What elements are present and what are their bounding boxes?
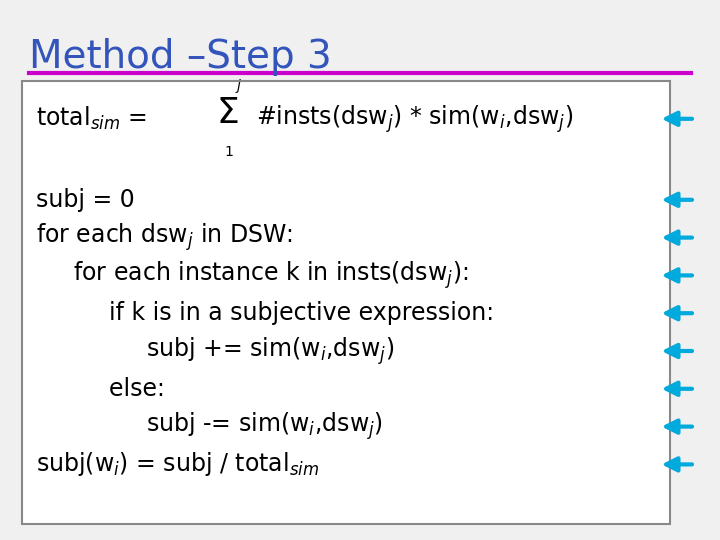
Text: 1: 1 [225,145,233,159]
Text: subj(w$_i$) = subj / total$_{sim}$: subj(w$_i$) = subj / total$_{sim}$ [36,450,319,478]
Text: Method –Step 3: Method –Step 3 [29,38,331,76]
Text: subj = 0: subj = 0 [36,188,135,212]
Text: j: j [236,79,240,93]
Text: $\Sigma$: $\Sigma$ [216,97,238,130]
Text: total$_{sim}$ =: total$_{sim}$ = [36,105,147,132]
Text: subj += sim(w$_i$,dsw$_j$): subj += sim(w$_i$,dsw$_j$) [101,335,394,367]
Text: #insts(dsw$_j$) * sim(w$_i$,dsw$_j$): #insts(dsw$_j$) * sim(w$_i$,dsw$_j$) [256,103,573,134]
Text: subj -= sim(w$_i$,dsw$_j$): subj -= sim(w$_i$,dsw$_j$) [101,411,383,442]
Text: if k is in a subjective expression:: if k is in a subjective expression: [79,301,495,325]
Text: else:: else: [79,377,165,401]
FancyBboxPatch shape [22,81,670,524]
Text: for each dsw$_j$ in DSW:: for each dsw$_j$ in DSW: [36,222,293,253]
Text: for each instance k in insts(dsw$_j$):: for each instance k in insts(dsw$_j$): [58,260,468,291]
